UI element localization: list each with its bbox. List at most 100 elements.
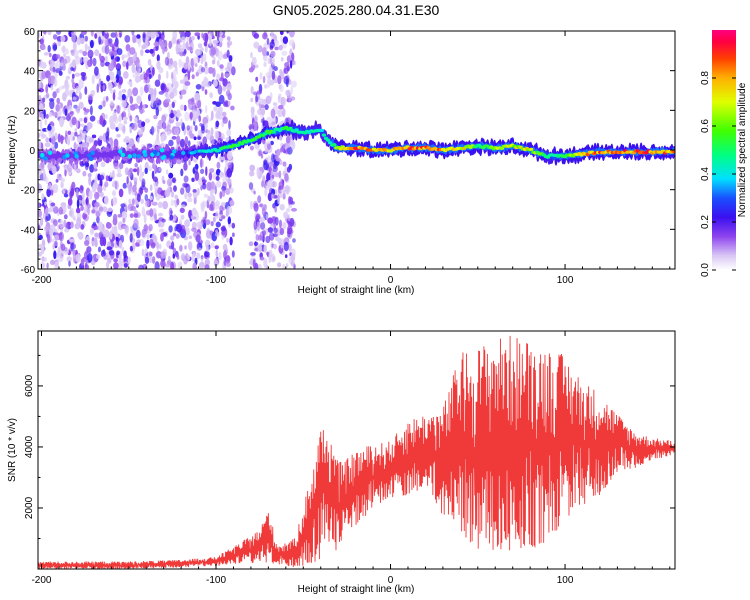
spectrogram-noise-cell	[50, 202, 56, 207]
spectrogram-noise-cell	[150, 125, 155, 136]
spectrogram-noise-cell	[94, 33, 98, 39]
spectrogram-noise-cell	[72, 82, 77, 90]
spectrogram-noise-cell	[104, 181, 109, 188]
spectrogram-noise-cell	[257, 45, 263, 53]
spectrogram-noise-cell	[99, 135, 104, 141]
spectrogram-noise-cell	[262, 32, 268, 40]
spectrogram-noise-cell	[211, 59, 216, 65]
spectrogram-noise-cell	[81, 142, 87, 147]
spectrogram-noise-cell	[93, 162, 98, 169]
spectrogram-noise-cell	[248, 241, 254, 247]
spectrogram-noise-cell	[116, 48, 123, 56]
spectrogram-noise-cell	[170, 235, 175, 241]
spectrogram-noise-cell	[127, 256, 131, 265]
spectrogram-noise-cell	[282, 36, 289, 44]
spectrogram-noise-cell	[144, 76, 150, 84]
spectrogram-noise-cell	[143, 104, 146, 110]
spectrogram-noise-cell	[131, 63, 136, 74]
spectrogram-noise-cell	[172, 87, 178, 97]
snr-panel: -200 -100 0 100 2000 4000 6000 Height of stra…	[7, 330, 676, 595]
spectrogram-noise-cell	[262, 47, 267, 57]
spectrogram-noise-cell	[255, 213, 261, 220]
spectrogram-noise-cell	[187, 71, 191, 81]
spectrogram-noise-cell	[250, 200, 253, 210]
spectrogram-noise-cell	[110, 32, 117, 38]
spectrogram-noise-cell	[156, 54, 160, 62]
spectrogram-noise-cell	[95, 31, 102, 35]
spectrogram-noise-cell	[213, 259, 219, 267]
spectrogram-noise-cell	[83, 130, 87, 135]
spectrogram-noise-cell	[183, 62, 188, 70]
spectrogram-noise-cell	[219, 156, 225, 161]
spectrogram-noise-cell	[126, 176, 129, 185]
spectrogram-noise-cell	[82, 56, 89, 64]
spectrogram-noise-cell	[201, 86, 205, 92]
spectrogram-noise-cell	[82, 170, 87, 177]
spectrogram-noise-cell	[136, 239, 142, 244]
spectrogram-noise-cell	[255, 234, 260, 241]
spectrogram-noise-cell	[166, 130, 171, 136]
spectrogram-noise-cell	[116, 133, 121, 138]
spectrogram-noise-cell	[215, 175, 220, 181]
spectrogram-noise-cell	[210, 221, 214, 227]
spectrogram-noise-cell	[63, 214, 68, 220]
spectrogram-noise-cell	[265, 213, 269, 220]
spectrogram-noise-cell	[184, 111, 190, 122]
spectrogram-noise-cell	[54, 261, 60, 269]
spectrogram-noise-cell	[275, 235, 280, 242]
spectrogram-noise-cell	[71, 59, 76, 69]
spectrogram-noise-cell	[289, 196, 294, 205]
spectrogram-noise-cell	[169, 214, 174, 221]
spectrogram-noise-cell	[190, 215, 194, 220]
spectrogram-noise-cell	[68, 260, 71, 267]
spectrogram-noise-cell	[43, 109, 46, 119]
spectrogram-noise-cell	[50, 85, 54, 91]
spectrogram-noise-cell	[119, 261, 125, 266]
spectrogram-noise-cell	[164, 189, 171, 198]
snr-y-tick-label: 4000	[24, 435, 35, 458]
spectrogram-noise-cell	[57, 133, 61, 143]
spectrogram-noise-cell	[221, 34, 226, 39]
spectrogram-noise-cell	[113, 262, 119, 269]
spectrogram-noise-cell	[188, 130, 193, 137]
spectrogram-noise-cell	[213, 106, 218, 112]
spectrogram-noise-cell	[207, 66, 214, 74]
spectrogram-noise-cell	[149, 257, 153, 264]
spectrogram-noise-cell	[63, 193, 69, 198]
spectrogram-noise-cell	[267, 192, 273, 202]
spectrogram-noise-cell	[132, 168, 138, 173]
spectrogram-noise-cell	[266, 172, 271, 183]
spectrogram-noise-cell	[228, 120, 231, 130]
spectrogram-noise-cell	[221, 215, 226, 220]
spectrogram-noise-cell	[205, 104, 208, 114]
spectrogram-noise-cell	[154, 213, 157, 222]
spectrogram-noise-cell	[129, 47, 136, 55]
spectrogram-noise-cell	[75, 207, 81, 214]
spectrogram-noise-cell	[226, 129, 232, 137]
spectrogram-noise-cell	[112, 170, 115, 180]
spectrogram-noise-cell	[281, 182, 284, 190]
spectrogram-noise-cell	[84, 240, 90, 246]
spectrogram-noise-cell	[155, 97, 159, 104]
spectrogram-noise-cell	[80, 72, 87, 77]
spectrogram-noise-cell	[100, 60, 105, 67]
spectrogram-noise-cell	[181, 36, 186, 43]
spectrogram-ridge-core	[321, 133, 327, 137]
spectrogram-noise-cell	[170, 191, 175, 198]
snr-y-tick-label: 2000	[24, 496, 35, 519]
spectrogram-noise-cell	[149, 238, 154, 247]
spectrogram-noise-cell	[184, 136, 189, 146]
spectrogram-noise-cell	[180, 118, 183, 128]
spectrogram-noise-cell	[222, 116, 228, 124]
spectrogram-noise-cell	[273, 39, 280, 46]
spectrogram-noise-cell	[228, 55, 233, 63]
spectrogram-noise-cell	[122, 225, 128, 230]
spectrogram-noise-cell	[256, 90, 262, 95]
spectrogram-noise-cell	[260, 221, 266, 230]
spectrogram-noise-cell	[71, 31, 76, 36]
spectrogram-noise-cell	[148, 165, 152, 172]
spectrogram-noise-cell	[209, 201, 216, 212]
spectrogram-noise-cell	[197, 43, 203, 49]
spectrogram-noise-cell	[92, 168, 98, 172]
spectrogram-noise-cell	[128, 185, 132, 192]
